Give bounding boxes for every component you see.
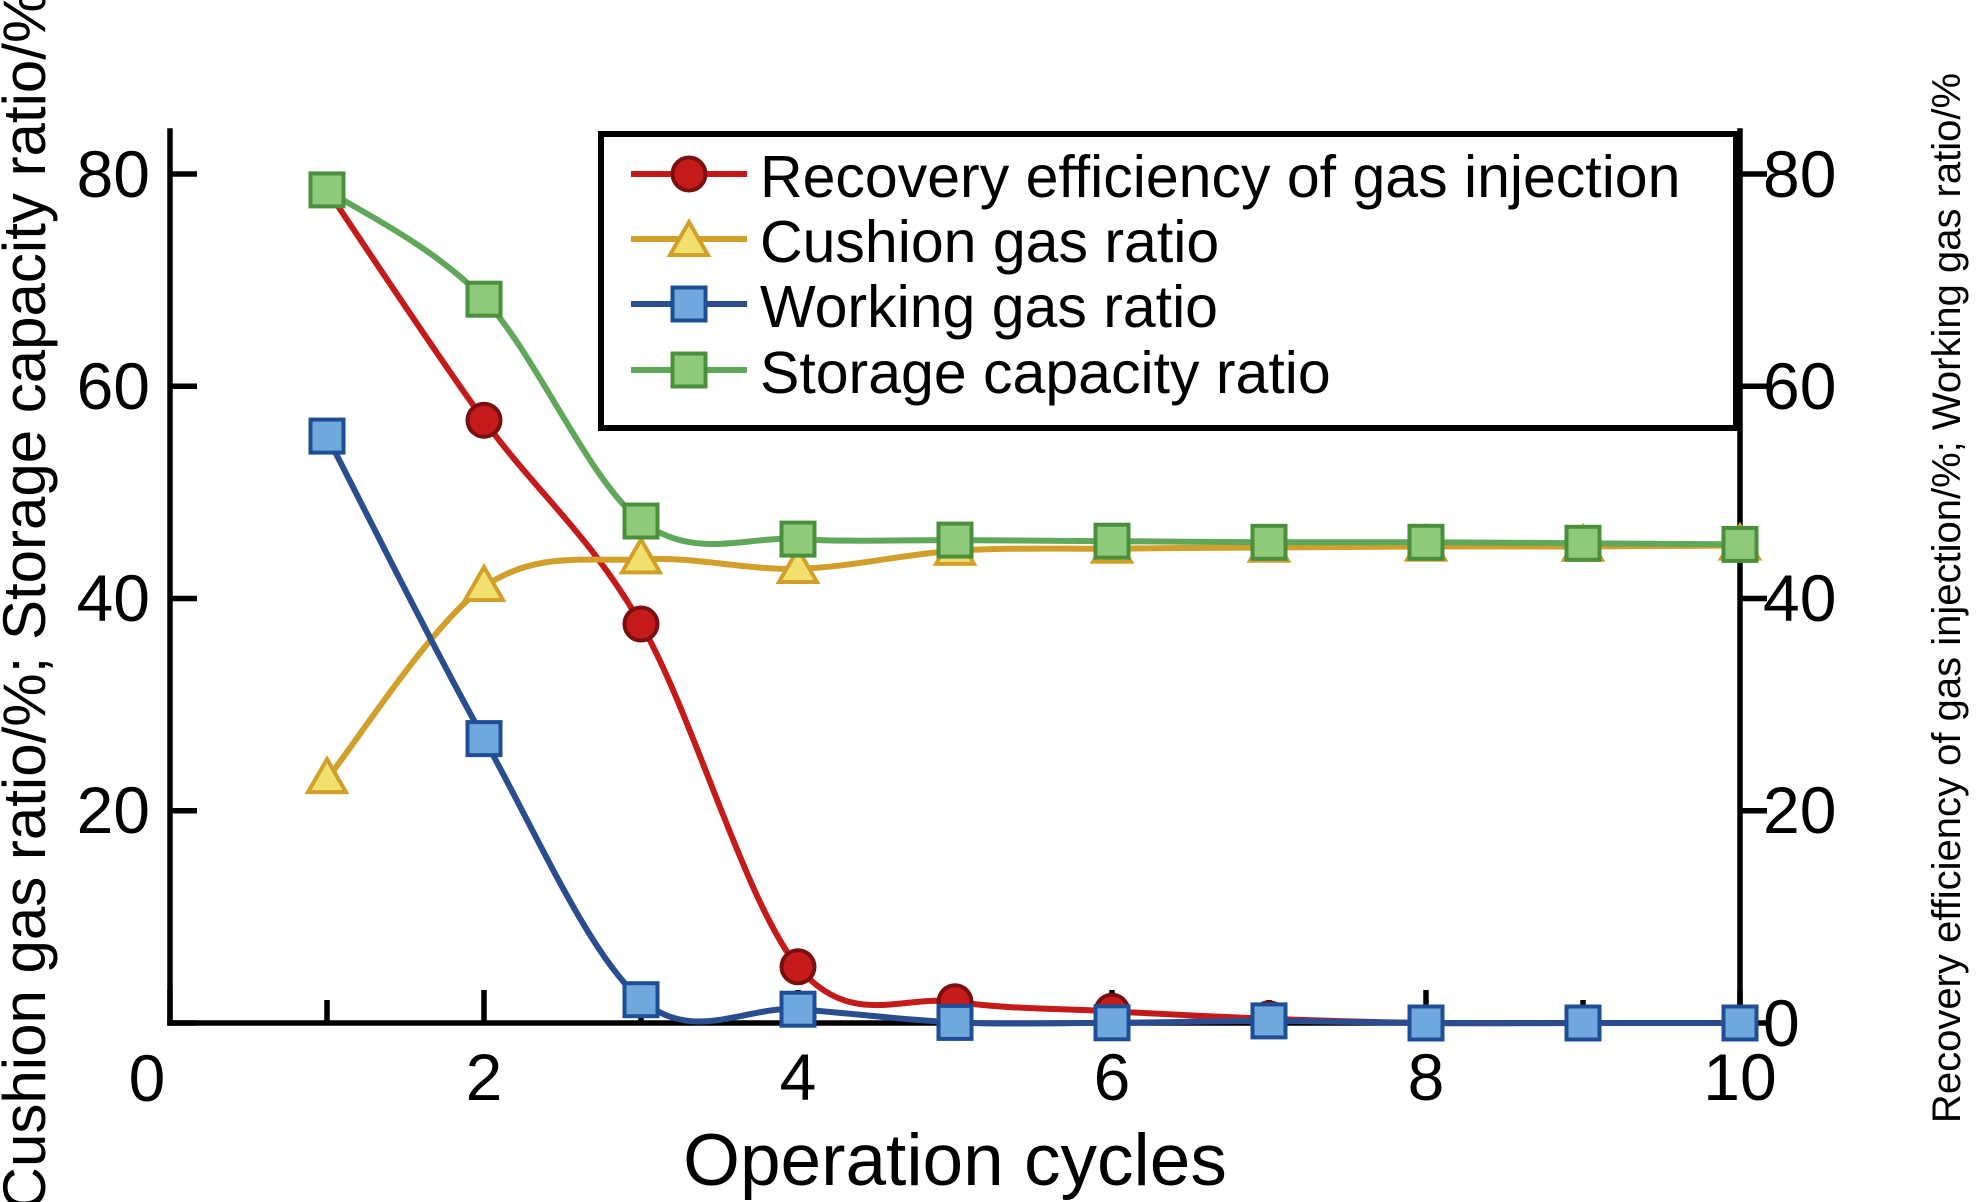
- svg-text:60: 60: [1763, 349, 1836, 423]
- svg-text:Recovery efficiency of gas inj: Recovery efficiency of gas injection/%; …: [1925, 73, 1969, 1123]
- svg-text:Recovery efficiency of gas inj: Recovery efficiency of gas injection: [760, 144, 1680, 210]
- svg-text:Cushion gas ratio/%; Storage c: Cushion gas ratio/%; Storage capacity ra…: [0, 0, 58, 1202]
- svg-text:10: 10: [1703, 1040, 1776, 1114]
- svg-text:Storage capacity ratio: Storage capacity ratio: [760, 340, 1331, 406]
- svg-text:0: 0: [129, 1041, 166, 1115]
- svg-text:20: 20: [77, 773, 150, 847]
- svg-text:4: 4: [780, 1040, 817, 1114]
- svg-text:80: 80: [1763, 137, 1836, 211]
- svg-text:Cushion gas ratio: Cushion gas ratio: [760, 209, 1219, 275]
- svg-text:60: 60: [77, 349, 150, 423]
- svg-text:2: 2: [466, 1040, 503, 1114]
- svg-text:8: 8: [1408, 1040, 1445, 1114]
- svg-text:20: 20: [1763, 773, 1836, 847]
- svg-text:Operation cycles: Operation cycles: [683, 1120, 1227, 1201]
- svg-text:80: 80: [77, 137, 150, 211]
- svg-text:Working gas ratio: Working gas ratio: [760, 274, 1218, 340]
- svg-text:6: 6: [1094, 1040, 1131, 1114]
- svg-text:40: 40: [77, 561, 150, 635]
- svg-text:40: 40: [1763, 561, 1836, 635]
